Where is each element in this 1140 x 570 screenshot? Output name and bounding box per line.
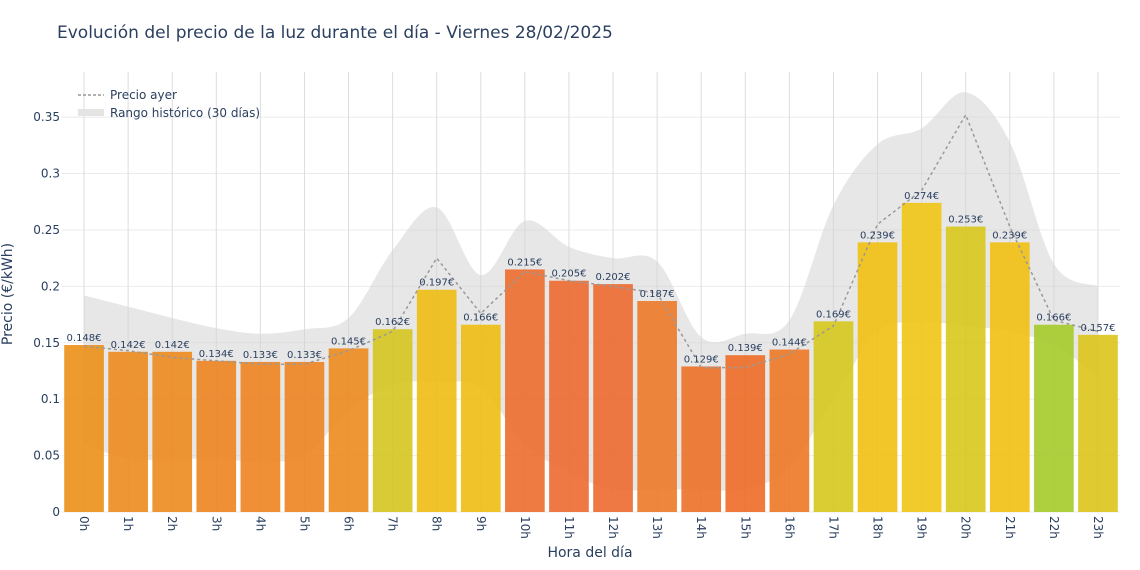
bar-value-label: 0.145€	[331, 336, 366, 347]
x-tick-label: 7h	[386, 516, 400, 531]
x-tick-label: 14h	[694, 516, 708, 539]
bar-value-label: 0.205€	[551, 269, 586, 280]
x-tick-label: 18h	[871, 516, 885, 539]
bar-13h	[637, 301, 677, 512]
bar-value-label: 0.162€	[375, 317, 410, 328]
x-tick-label: 22h	[1047, 516, 1061, 539]
y-axis-title: Precio (€/kWh)	[0, 243, 16, 345]
bar-1h	[108, 351, 148, 512]
bar-value-label: 0.202€	[596, 272, 631, 283]
legend-band-swatch	[78, 109, 104, 116]
bar-value-label: 0.139€	[728, 343, 763, 354]
bar-value-label: 0.239€	[860, 230, 895, 241]
bar-value-label: 0.133€	[287, 350, 322, 361]
x-tick-label: 1h	[121, 516, 135, 531]
x-tick-label: 20h	[959, 516, 973, 539]
x-tick-label: 11h	[562, 516, 576, 539]
bar-value-label: 0.215€	[507, 257, 542, 268]
bar-value-label: 0.142€	[111, 340, 146, 351]
bar-value-label: 0.129€	[684, 354, 719, 365]
y-tick-label: 0.3	[41, 167, 60, 181]
x-tick-label: 2h	[165, 516, 179, 531]
y-tick-label: 0.35	[33, 110, 60, 124]
bar-value-label: 0.169€	[816, 309, 851, 320]
x-axis-ticks: 0h 1h 2h 3h 4h 5h 6h 7h 8h 9h 10h 11h 12h 13h 14h 15h 16…	[77, 516, 1105, 539]
bar-value-label: 0.197€	[419, 278, 454, 289]
bar-4h	[240, 361, 281, 512]
bar-3h	[196, 360, 237, 512]
x-tick-label: 13h	[650, 516, 664, 539]
bar-11h	[549, 280, 589, 512]
x-tick-label: 4h	[253, 516, 267, 531]
bar-value-label: 0.134€	[199, 349, 234, 360]
x-tick-label: 6h	[342, 516, 356, 531]
precio-ayer-line	[83, 113, 1099, 369]
x-axis-title: Hora del día	[547, 545, 632, 561]
y-tick-label: 0	[52, 505, 60, 519]
chart-title: Evolución del precio de la luz durante e…	[57, 23, 613, 43]
legend-item-rango-historico: Rango histórico (30 días)	[110, 106, 260, 120]
x-tick-label: 16h	[782, 516, 796, 539]
bar-21h	[989, 242, 1030, 512]
bar-0h	[64, 345, 104, 512]
legend: Precio ayer Rango histórico (30 días)	[78, 88, 260, 120]
bar-value-label: 0.166€	[1036, 313, 1071, 324]
bar-value-label: 0.187€	[640, 289, 675, 300]
bar-value-label: 0.157€	[1080, 323, 1115, 334]
y-tick-label: 0.05	[33, 449, 60, 463]
bar-22h	[1034, 324, 1074, 512]
bar-10h	[505, 269, 545, 512]
y-axis-ticks: 0 0.05 0.1 0.15 0.2 0.25 0.3 0.35	[33, 110, 60, 519]
x-tick-label: 12h	[606, 516, 620, 539]
x-tick-label: 17h	[826, 516, 840, 539]
bar-5h	[284, 361, 325, 512]
bar-23h	[1078, 334, 1118, 512]
bar-2h	[152, 351, 193, 512]
y-tick-label: 0.1	[41, 392, 60, 406]
x-tick-label: 15h	[738, 516, 752, 539]
x-tick-label: 3h	[209, 516, 223, 531]
bar-14h	[681, 366, 722, 512]
bar-16h	[769, 349, 810, 512]
x-tick-label: 0h	[77, 516, 91, 531]
legend-item-precio-ayer: Precio ayer	[110, 88, 177, 102]
bar-20h	[945, 226, 986, 513]
bar-value-label: 0.274€	[904, 191, 939, 202]
bar-17h	[813, 321, 854, 512]
bar-value-label: 0.133€	[243, 350, 278, 361]
y-tick-label: 0.25	[33, 223, 60, 237]
y-tick-label: 0.15	[33, 336, 60, 350]
x-tick-label: 10h	[518, 516, 532, 539]
bars	[64, 202, 1118, 513]
x-tick-label: 9h	[474, 516, 488, 531]
bar-15h	[725, 355, 766, 512]
bar-9h	[460, 324, 501, 512]
bar-labels: 0.148€ 0.142€ 0.142€ 0.134€ 0.133€ 0.133€ 0.14…	[67, 191, 1116, 366]
bar-12h	[593, 284, 633, 512]
bar-6h	[328, 348, 369, 512]
x-tick-label: 23h	[1091, 516, 1105, 539]
bar-8h	[416, 289, 457, 512]
y-tick-label: 0.2	[41, 279, 60, 293]
x-tick-label: 21h	[1003, 516, 1017, 539]
yesterday-price-line	[83, 113, 1099, 369]
x-tick-label: 19h	[915, 516, 929, 539]
bar-18h	[857, 242, 898, 512]
bar-value-label: 0.166€	[463, 313, 498, 324]
x-tick-label: 5h	[297, 516, 311, 531]
bar-value-label: 0.142€	[155, 340, 190, 351]
bar-value-label: 0.239€	[992, 230, 1027, 241]
bar-value-label: 0.148€	[67, 333, 102, 344]
bar-value-label: 0.144€	[772, 338, 807, 349]
bar-19h	[901, 202, 942, 512]
bar-7h	[372, 329, 413, 512]
bar-value-label: 0.253€	[948, 215, 983, 226]
x-tick-label: 8h	[430, 516, 444, 531]
